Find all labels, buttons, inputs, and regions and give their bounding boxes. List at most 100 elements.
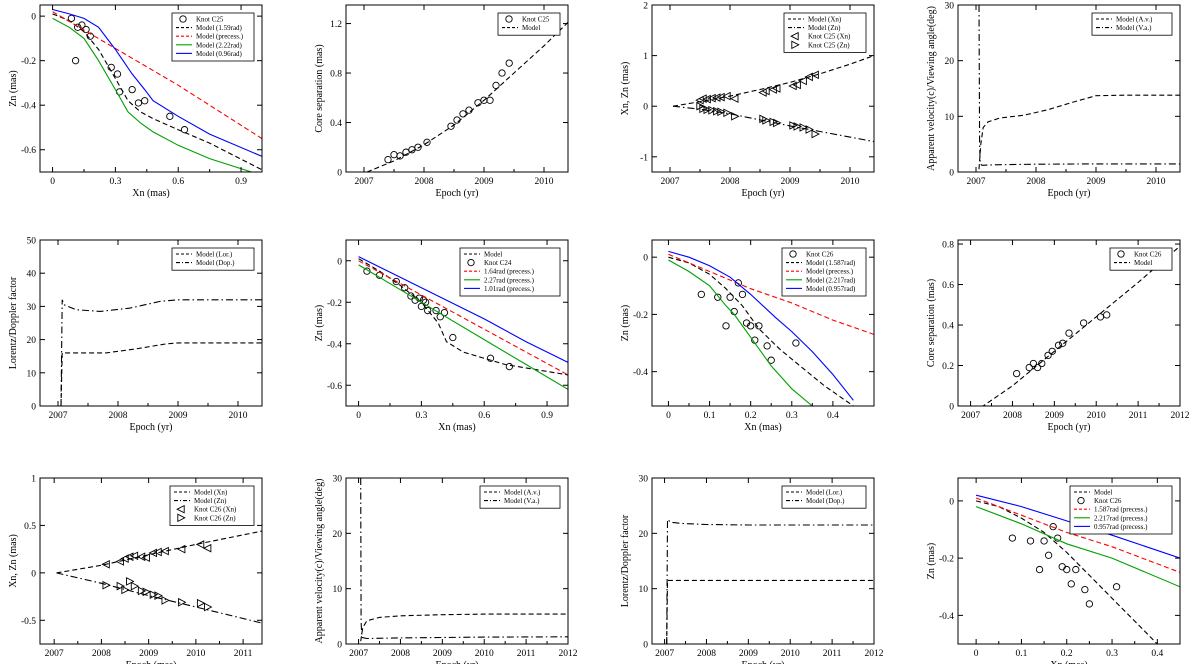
x-tick-label: 2011 bbox=[517, 649, 536, 659]
y-axis-label: Lorentz/Doppler factor bbox=[620, 514, 631, 607]
x-tick-label: 2008 bbox=[721, 177, 740, 187]
legend: Model (Lor.)Model (Dop.) bbox=[171, 247, 255, 271]
legend-label: Model (2.22rad) bbox=[196, 41, 243, 49]
chart-p12: 0 0.1 0.2 0.3 0.4 0 -0.2 -0.4 Xn (mas) Zn (mas) Mo… bbox=[926, 477, 1181, 664]
x-tick-label: 0.4 bbox=[1151, 649, 1163, 659]
y-tick-label: 1.2 bbox=[330, 20, 342, 30]
legend-label: Knot C24 bbox=[484, 259, 512, 267]
plot-frame bbox=[957, 239, 1181, 407]
y-axis-label: Lorentz/Doppler factor bbox=[8, 276, 19, 369]
x-axis-label: Epoch (yr) bbox=[1047, 188, 1090, 199]
data-point bbox=[761, 86, 770, 96]
x-tick-label: 2007 bbox=[661, 177, 680, 187]
plot-area bbox=[668, 250, 874, 406]
x-tick-label: 2009 bbox=[1045, 411, 1064, 421]
x-tick-label: 0 bbox=[666, 411, 671, 421]
data-point bbox=[161, 596, 170, 605]
data-point bbox=[714, 293, 722, 301]
x-tick-label: 2009 bbox=[475, 177, 494, 187]
data-point bbox=[712, 93, 721, 102]
data-point bbox=[120, 554, 129, 563]
y-tick-label: 0.4 bbox=[330, 119, 342, 129]
x-tick-label: 0.1 bbox=[704, 411, 716, 421]
y-tick-label: 10 bbox=[639, 585, 649, 595]
chart-p6: 0 0.3 0.6 0.9 0 -0.2 -0.4 -0.6 Xn (mas) Zn (mas) M… bbox=[314, 239, 569, 433]
x-tick-label: 2011 bbox=[234, 649, 253, 659]
x-tick-label: 2008 bbox=[1027, 177, 1046, 187]
data-point bbox=[1096, 313, 1105, 321]
legend-box bbox=[497, 12, 561, 36]
plot-frame bbox=[651, 239, 875, 407]
y-tick-label: 30 bbox=[333, 475, 343, 485]
plot-frame bbox=[39, 239, 263, 407]
x-tick-label: 2010 bbox=[475, 649, 494, 659]
series-line bbox=[52, 8, 262, 157]
legend-marker bbox=[790, 31, 799, 41]
data-point bbox=[722, 322, 730, 330]
legend-marker bbox=[177, 513, 186, 523]
data-point bbox=[447, 122, 455, 130]
y-tick-label: 0 bbox=[643, 254, 648, 264]
plot-frame bbox=[39, 4, 263, 173]
x-axis-label: Epoch (yr) bbox=[129, 422, 172, 433]
data-point bbox=[789, 121, 798, 130]
legend: Model (Lor.)Model (Dop.) bbox=[781, 485, 867, 509]
data-point bbox=[116, 581, 126, 591]
data-point bbox=[384, 155, 392, 164]
data-point bbox=[723, 108, 732, 118]
data-point bbox=[1080, 319, 1088, 327]
series-line bbox=[975, 500, 1158, 644]
data-point bbox=[414, 143, 422, 151]
data-point bbox=[149, 590, 159, 600]
x-tick-label: 2009 bbox=[169, 411, 188, 421]
data-point bbox=[730, 94, 739, 103]
data-point bbox=[1067, 580, 1075, 588]
plot-area bbox=[360, 478, 568, 642]
data-point bbox=[738, 290, 747, 299]
data-point bbox=[1026, 537, 1035, 545]
y-tick-label: 1 bbox=[31, 475, 36, 485]
chart-p4: 2007 2008 2009 2010 0 10 20 30 Epoch (yr) Apparen… bbox=[926, 2, 1181, 199]
y-axis-label: Zn (mas) bbox=[314, 305, 325, 341]
data-point bbox=[449, 333, 457, 342]
series-line bbox=[360, 478, 568, 640]
series-points bbox=[1008, 523, 1121, 608]
data-point bbox=[134, 99, 143, 107]
y-tick-label: -0.2 bbox=[939, 555, 954, 565]
y-tick-label: 0.2 bbox=[942, 362, 954, 372]
plot-frame bbox=[345, 4, 569, 173]
data-point bbox=[115, 557, 124, 566]
legend-marker bbox=[789, 250, 797, 258]
legend-label: Knot C26 (Xn) bbox=[194, 506, 237, 514]
x-tick-label: 0.6 bbox=[478, 411, 490, 421]
y-tick-label: 0 bbox=[643, 103, 648, 113]
data-point bbox=[773, 118, 782, 128]
data-point bbox=[71, 57, 80, 65]
plot-area bbox=[358, 256, 568, 390]
x-tick-label: 2008 bbox=[415, 177, 434, 187]
y-tick-label: 10 bbox=[333, 585, 343, 595]
legend-box bbox=[1109, 247, 1173, 271]
plot-area bbox=[56, 530, 262, 624]
x-tick-label: 2009 bbox=[139, 649, 158, 659]
data-point bbox=[1025, 363, 1033, 372]
x-tick-label: 2009 bbox=[781, 177, 800, 187]
y-tick-label: -1 bbox=[640, 153, 648, 163]
data-point bbox=[811, 129, 820, 139]
legend-marker bbox=[1117, 250, 1125, 258]
data-point bbox=[798, 76, 807, 86]
data-point bbox=[417, 302, 426, 311]
legend-label: Model (0.96rad) bbox=[196, 50, 243, 58]
legend-label: Model (A.v.) bbox=[1116, 16, 1153, 24]
legend-label: Knot C26 (Zn) bbox=[194, 514, 236, 522]
data-point bbox=[767, 356, 775, 364]
legend-label: Knot C26 bbox=[806, 251, 834, 259]
data-point bbox=[113, 70, 122, 78]
y-tick-label: 0 bbox=[31, 569, 36, 579]
data-point bbox=[698, 94, 707, 103]
data-point bbox=[1044, 551, 1053, 559]
legend-label: 1.64rad (precess.) bbox=[484, 268, 535, 276]
